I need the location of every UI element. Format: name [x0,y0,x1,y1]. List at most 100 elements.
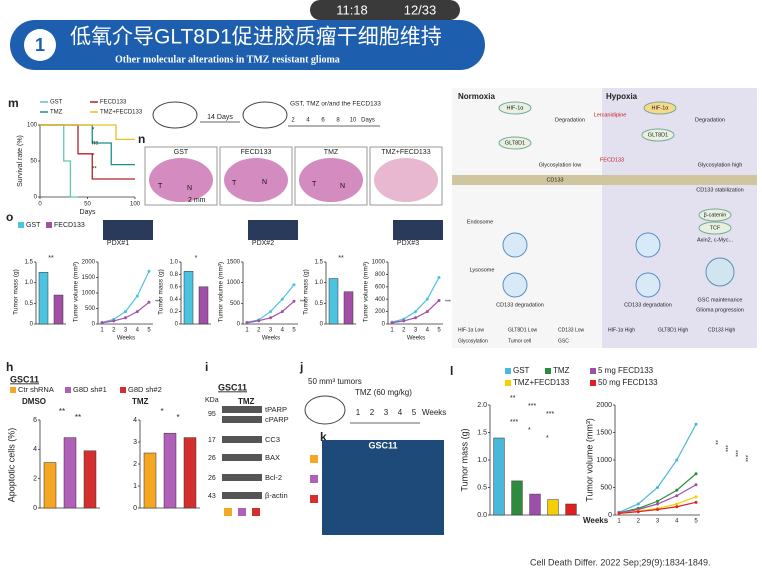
bar [143,452,157,509]
mouse-icon [304,395,346,425]
significance: ** [59,407,65,416]
brain-section [149,158,213,202]
survival-curve [40,124,135,180]
hypoxia-bg [602,88,757,348]
y-axis-label: Apoptotic cells (%) [6,428,16,503]
y-tick-label: 1.0 [170,260,179,266]
significance: * [92,128,95,134]
panel-letter: l [450,364,453,378]
y-tick-label: 0 [382,322,386,328]
image-title: TMZ [324,149,339,156]
x-tick-label: 1 [390,328,394,334]
image-mark: T [158,183,163,190]
series-line [618,423,697,513]
bar [63,437,77,509]
status-page: 12/33 [404,2,437,17]
y-axis-label: Tumor volume (mm³) [584,418,594,502]
significance: ** [92,167,97,173]
bar [198,286,209,325]
y-axis-label: Tumor mass (g) [459,428,469,491]
significance: *** [721,445,727,453]
x-axis-label: Days [80,209,96,216]
y-tick-label: 1000 [82,291,96,297]
x-tick-label: 1 [245,328,249,334]
diagram-text: FECD133 [600,157,624,163]
legend-label: Glycosylation [458,338,488,344]
legend-label: G8D sh#2 [128,385,162,394]
legend-swatch [46,222,52,228]
y-tick-label: 1000 [227,280,241,286]
y-tick-label: 2 [33,476,37,483]
significance: * [528,427,531,434]
y-tick-label: 2.0 [477,402,487,409]
x-axis-label: Weeks [117,336,135,342]
row-key [310,495,318,503]
panel-letter: i [205,360,208,374]
diagram-text: HIF-1α [652,105,670,111]
image-title: FECD133 [241,149,272,156]
series-point [124,310,127,314]
group-name: TMZ [132,397,149,406]
significance: *** [546,411,554,418]
x-tick-label: 2 [637,519,641,525]
series-point [425,297,429,301]
bar [511,480,523,516]
status-time: 11:18 [336,2,368,17]
section-title: Normoxia [458,92,495,101]
diagram-text: GLT8D1 [648,132,668,138]
bar [529,493,541,516]
timeline-week: 2 [370,408,375,417]
diagram-text: Glioma progression [696,307,744,313]
y-tick-label: 0.5 [25,301,34,307]
legend-label: GLT8D1 Low [508,327,537,333]
x-tick-label: 4 [426,328,430,334]
y-axis-label: Tumor volume (mm³) [363,262,370,322]
legend-label: CD133 Low [558,327,585,333]
y-tick-label: 200 [375,309,386,315]
image-mark: T [232,180,237,187]
y-tick-label: 1500 [596,429,612,436]
bar [163,432,177,509]
citation: Cell Death Differ. 2022 Sep;29(9):1834-1… [530,557,710,567]
timeline-week: 1 [356,408,361,417]
timeline-week: 5 [412,408,417,417]
significance: ns [92,141,98,147]
y-tick-label: 3 [133,439,137,446]
series-point [124,316,127,320]
series-point [694,483,698,487]
x-tick-label: 3 [656,519,660,525]
series-point [656,499,659,503]
series-line [391,277,440,323]
y-tick-label: 1 [133,483,137,490]
cell-icon [635,232,661,258]
legend-label: GST [513,366,530,375]
series-point [147,269,151,273]
y-tick-label: 800 [375,272,386,278]
y-tick-label: 500 [230,301,241,307]
legend-swatch [18,222,24,228]
pdx-name: PDX#1 [107,240,129,247]
series-point [414,316,417,320]
legend-swatch [545,368,551,374]
gsc-cluster [705,257,735,287]
diagram-text: GSC maintenance [698,297,743,303]
timeline-day: Days [361,118,375,124]
y-tick-label: 0 [133,505,137,512]
significance: ** [338,255,344,262]
bar [83,450,97,509]
x-tick-label: 3 [414,328,418,334]
x-tick-label: 3 [269,328,273,334]
y-tick-label: 0.6 [170,284,179,290]
panel-letter: h [6,360,13,374]
y-axis-label: Tumor volume (mm³) [73,262,80,322]
diagram-text: CD133 degradation [624,302,672,308]
significance: *** [155,299,161,305]
series-point [292,283,296,287]
survival-curve [40,124,135,166]
y-tick-label: 0 [608,512,612,519]
tumor-photo [103,220,153,240]
x-tick-label: 50 [84,202,91,208]
y-tick-label: 1.0 [25,280,34,286]
blot-band [222,416,262,423]
